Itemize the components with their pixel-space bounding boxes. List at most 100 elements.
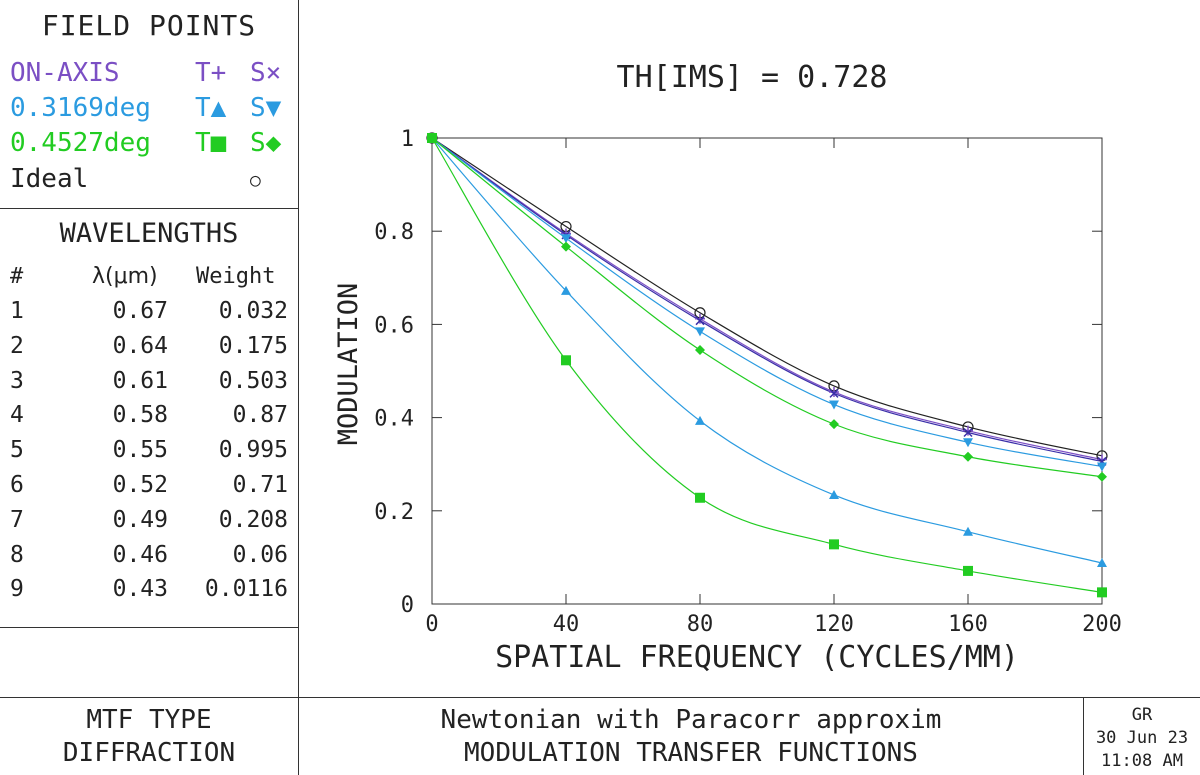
wavelength-value: 0.43 [112,576,168,603]
data-point-0-4527deg-t [561,355,571,366]
wavelength-weight: 0.06 [232,541,288,568]
wavelength-index: 7 [10,506,24,533]
data-point-0-3169deg-t [829,489,839,499]
wavelength-weight: 0.0116 [204,576,288,603]
wavelength-index: 3 [10,367,24,394]
field-point-ideal: Ideal ○ [10,166,290,296]
data-point-0-4527deg-t [695,492,705,503]
data-point-0-4527deg-s [427,133,437,143]
mtf-chart: TH[IMS] = 0.728 0 40 80 120 160 200 0 0.2 0.4 0.6… [333,60,1122,675]
tangential-symbol: T■ [195,128,227,158]
field-point-on-axis: ON-AXIS T+ S× [10,60,290,190]
wavelength-value: 0.46 [112,541,168,568]
tangential-symbol: T▲ [195,93,227,123]
footer-top-border [0,697,1200,698]
wavelength-value: 0.61 [112,367,168,394]
wavelength-index: 6 [10,472,24,498]
data-point-0-4527deg-t [829,539,839,550]
field-points-title: FIELD POINTS [41,9,257,42]
data-point-0-4527deg-s [829,419,839,430]
y-tick-label: 0.4 [374,407,414,432]
circle-icon: ○ [250,170,261,191]
plot-description: Newtonian with Paracorr approxim [440,705,942,735]
wavelength-value: 0.49 [112,506,168,533]
data-point-0-4527deg-s [695,345,705,356]
wavelength-weight: 0.71 [232,472,288,498]
field-points-divider [0,208,298,209]
y-tick-label: 0.8 [374,220,414,245]
x-axis-label: SPATIAL FREQUENCY (CYCLES/MM) [495,640,1019,675]
wavelength-index: 4 [10,402,24,429]
wavelength-weight: 0.032 [218,298,288,324]
axis-ticks: 0 40 80 120 160 200 0 0.2 0.4 0.6 0.8 1 [374,127,1122,637]
data-point-0-4527deg-t [963,565,973,576]
data-point-on-axis-s [695,316,705,326]
series-line-0-4527deg-s [431,137,1103,478]
data-point-0-3169deg-s [695,327,705,337]
y-axis-label: MODULATION [333,283,364,446]
wavelength-index: 1 [10,298,24,324]
wavelength-value: 0.67 [112,298,168,324]
plot-time: 11:08 AM [1101,751,1183,771]
data-point-on-axis-s [963,427,973,438]
field-point-label: ON-AXIS [10,58,120,88]
data-point-on-axis-t [829,386,839,397]
wavelength-index: 5 [10,437,24,464]
field-point-label: 0.3169deg [10,93,151,123]
field-point-label: Ideal [10,164,89,194]
wavelength-weight: 0.87 [232,402,288,429]
data-point-0-3169deg-t [695,415,705,425]
left-panel-border [298,0,299,697]
plot-frame [431,137,1103,605]
data-point-0-3169deg-s [1097,462,1107,472]
series-lines [431,137,1103,593]
x-tick-label: 40 [553,612,580,637]
series-line-on-axis-t [431,137,1103,461]
data-point-on-axis-t [963,425,973,436]
sagittal-symbol: S▼ [250,93,282,123]
data-point-0-3169deg-s [829,400,839,410]
series-markers [426,132,1108,598]
series-line-0-3169deg-s [431,137,1103,468]
y-tick-label: 0 [401,593,414,618]
wavelength-value: 0.64 [112,332,168,359]
wavelength-header-weight: Weight [196,264,276,289]
data-point-0-3169deg-t [1097,557,1107,567]
x-tick-label: 0 [425,612,438,637]
wavelength-index: 9 [10,576,24,603]
wavelength-index: 8 [10,541,24,568]
wavelength-value: 0.55 [112,437,168,464]
sagittal-symbol: S◆ [250,128,282,158]
wavelength-weight: 0.995 [218,437,288,464]
data-point-0-3169deg-s [561,234,571,244]
data-point-on-axis-s [829,388,839,398]
plot-date: 30 Jun 23 [1095,728,1189,748]
wavelength-weight: 0.208 [218,506,288,533]
data-point-0-4527deg-s [963,451,973,462]
wavelength-value: 0.58 [112,402,168,429]
data-point-0-4527deg-t [1097,587,1107,598]
footer-divider-right [1083,697,1084,775]
sagittal-symbol: S× [250,58,282,88]
mtf-type-value: DIFFRACTION [62,738,236,768]
author-initials: GR [1131,705,1153,725]
wavelength-header-lambda: λ(μm) [92,264,158,289]
chart-title: TH[IMS] = 0.728 [617,60,888,95]
wavelength-weight: 0.503 [218,367,288,394]
data-point-0-4527deg-s [561,241,571,252]
field-point-0-3169deg: 0.3169deg T▲ S▼ [10,95,290,225]
data-point-0-4527deg-s [1097,471,1107,482]
footer-divider-left [298,697,299,775]
field-point-label: 0.4527deg [10,128,151,158]
data-point-0-3169deg-t [963,526,973,536]
wavelengths-title: WAVELENGTHS [59,218,239,249]
wavelengths-divider [0,627,298,628]
wavelength-index: 2 [10,332,24,359]
data-point-0-3169deg-s [963,438,973,448]
series-line-ideal [431,137,1103,457]
x-tick-label: 120 [814,612,854,637]
series-line-0-3169deg-t [431,137,1103,564]
mtf-type-label: MTF TYPE [86,705,212,735]
y-tick-label: 0.2 [374,500,414,525]
x-tick-label: 160 [948,612,988,637]
